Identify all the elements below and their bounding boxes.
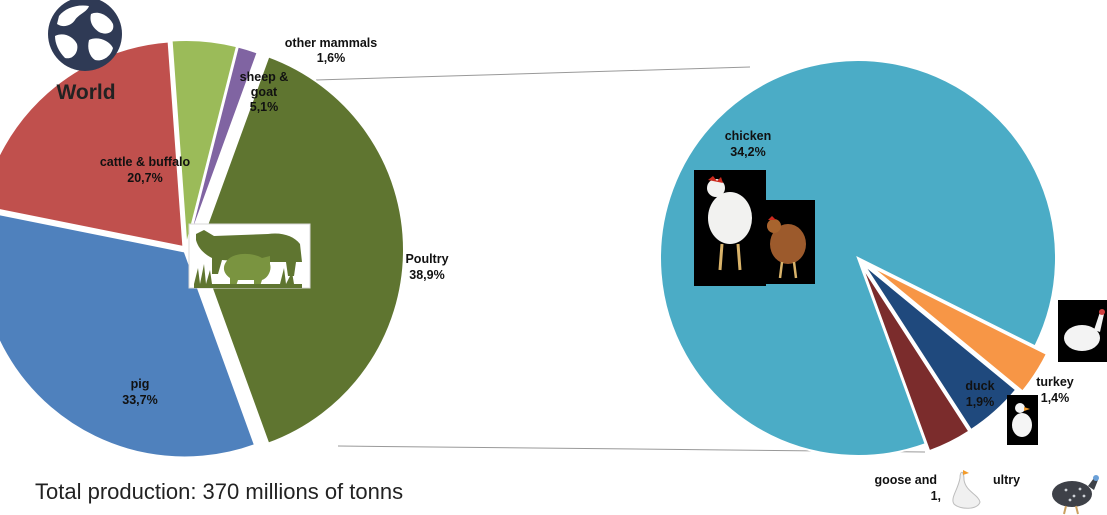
hen-photo — [758, 200, 815, 284]
label-other-mammals-pct: 1,6% — [317, 51, 346, 65]
label-sheep-goat-name-1: sheep & — [240, 70, 289, 84]
label-duck-pct: 1,9% — [966, 395, 995, 409]
pig-silhouette-icon — [223, 253, 271, 286]
label-cattle-buffalo-pct: 20,7% — [127, 171, 162, 185]
label-cattle-buffalo-name: cattle & buffalo — [100, 155, 191, 169]
pie-slice-cattle-buffalo — [0, 40, 185, 249]
cow-silhouette-icon — [196, 230, 302, 276]
globe-icon — [48, 0, 122, 71]
pie-slice-goose — [860, 264, 971, 453]
label-poultry-name: Poultry — [405, 252, 448, 266]
grass-icon — [194, 264, 302, 288]
pie-slice-other-mammals — [186, 45, 259, 247]
label-goose-name-1: goose and — [874, 473, 937, 487]
label-goose-name-2: ultry — [993, 473, 1020, 487]
label-goose-pct: 1, — [931, 489, 941, 503]
label-poultry-pct: 38,9% — [409, 268, 444, 282]
connector-line-top — [315, 66, 751, 81]
label-chicken-name: chicken — [725, 129, 772, 143]
label-duck-name: duck — [965, 379, 994, 393]
guinea-fowl-picture — [1052, 475, 1099, 515]
livestock-picture — [188, 223, 311, 289]
world-label: World — [56, 81, 115, 104]
label-other-mammals-name: other mammals — [285, 36, 377, 50]
goose-picture — [952, 470, 981, 509]
pie-slice-chicken — [659, 59, 1058, 458]
label-sheep-goat-pct: 5,1% — [250, 100, 279, 114]
duck-photo — [1007, 395, 1038, 445]
pie-slice-turkey — [869, 264, 1049, 393]
chicken-photo — [694, 170, 766, 286]
pie-slice-duck — [862, 263, 1018, 432]
label-chicken-pct: 34,2% — [730, 145, 765, 159]
label-sheep-goat-name-2: goat — [251, 85, 278, 99]
label-pig-name: pig — [131, 377, 150, 391]
total-production-label: Total production: 370 millions of tonns — [35, 479, 403, 504]
label-pig-pct: 33,7% — [122, 393, 157, 407]
turkey-photo — [1058, 300, 1107, 362]
label-turkey-pct: 1,4% — [1041, 391, 1070, 405]
label-turkey-name: turkey — [1036, 375, 1074, 389]
right-pie — [659, 59, 1058, 458]
